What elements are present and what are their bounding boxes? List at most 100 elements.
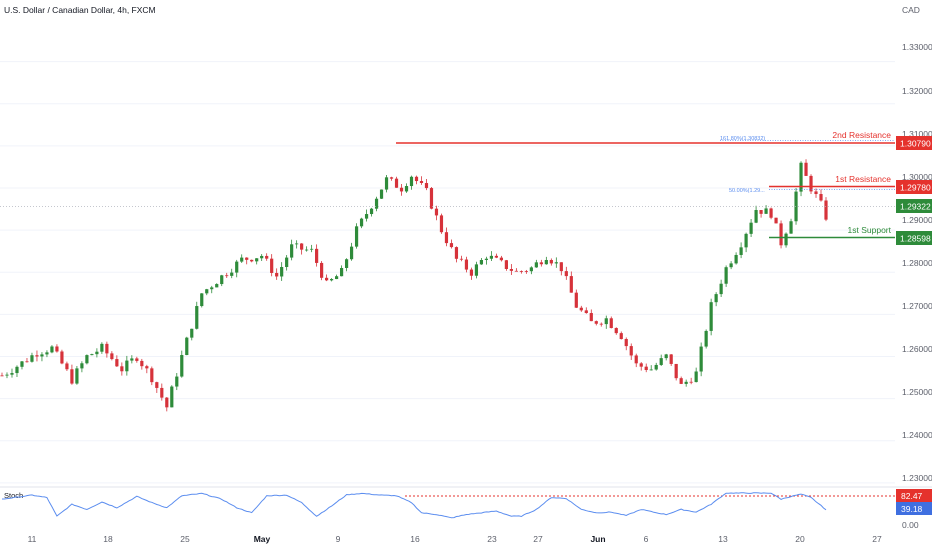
candle-body [519, 271, 523, 272]
time-tick-label: 6 [644, 534, 649, 544]
price-tick-label: 1.29000 [902, 215, 932, 225]
candle-body [20, 361, 24, 367]
price-tick-label: 1.27000 [902, 301, 932, 311]
candle-body [369, 208, 374, 215]
candle-body [40, 354, 44, 357]
candle-body [584, 310, 588, 314]
time-tick-label: 18 [103, 534, 113, 544]
candle-body [604, 318, 608, 325]
candle-body [809, 175, 813, 192]
stoch-title: Stoch [4, 491, 23, 500]
candle-body [469, 269, 474, 276]
first-resistance-tag-bg [896, 180, 932, 194]
candle-body [644, 366, 648, 371]
candle-body [674, 363, 678, 379]
candle-body [250, 259, 254, 262]
candle-body [529, 267, 533, 272]
candle-body [714, 294, 718, 303]
first-resistance-tag: 1.29780 [896, 180, 932, 194]
candle-body [504, 260, 508, 270]
candle-body [739, 247, 743, 255]
current-price-tag-value: 1.29322 [900, 202, 931, 212]
candle-body [225, 275, 229, 277]
candle-body [240, 257, 244, 262]
candle-body [150, 368, 154, 383]
candle-body [220, 275, 224, 285]
candle-body [190, 328, 194, 338]
time-tick-label: 27 [872, 534, 882, 544]
time-tick-label: 16 [410, 534, 420, 544]
candle-body [280, 267, 284, 277]
fib-161-label: 161.80%(1.30832) [720, 136, 765, 142]
candle-body [45, 352, 49, 355]
candle-body [459, 258, 464, 260]
candle-body [794, 191, 798, 222]
candle-body [399, 187, 404, 192]
candle-body [464, 259, 469, 270]
first-support-tag-value: 1.28598 [900, 234, 931, 244]
candle-body [270, 258, 274, 273]
candle-body [135, 358, 139, 361]
candle-body [444, 232, 449, 244]
candle-body [514, 270, 518, 272]
stoch-line [2, 492, 827, 519]
candle-body [509, 269, 513, 271]
first-resistance-tag-value: 1.29780 [900, 183, 931, 193]
candle-body [524, 271, 528, 272]
candle-body [255, 258, 259, 262]
candle-body [349, 246, 354, 260]
candle-body [394, 178, 399, 188]
candle-body [125, 360, 129, 372]
candle-body [90, 354, 94, 356]
time-axis[interactable]: 11 18 25 May 9 16 23 27 Jun 6 13 20 27 [28, 534, 882, 544]
second-resistance-label: 2nd Resistance [832, 130, 891, 140]
current-price-tag: 1.29322 [896, 199, 932, 213]
candle-body [484, 258, 489, 260]
chart-title: U.S. Dollar / Canadian Dollar, 4h, FXCM [4, 5, 156, 15]
price-tick-label: 1.26000 [902, 344, 932, 354]
current-price-tag-bg [896, 199, 932, 213]
candle-body [684, 381, 688, 384]
candle-body [419, 181, 424, 183]
candle-body [814, 191, 818, 195]
time-tick-label: 9 [336, 534, 341, 544]
candle-body [499, 257, 503, 261]
candle-body [824, 200, 828, 220]
candle-body [539, 262, 543, 265]
candle-body [325, 277, 329, 281]
candle-body [215, 284, 219, 288]
second-resistance-tag: 1.30790 [896, 136, 932, 150]
candle-body [195, 306, 199, 329]
time-tick-label: 20 [795, 534, 805, 544]
candle-body [699, 346, 703, 372]
candle-body [589, 313, 593, 322]
candle-body [25, 361, 29, 363]
candle-body [205, 289, 209, 294]
candle-body [5, 374, 9, 376]
candle-body [75, 368, 79, 384]
stoch-pane: Stoch 82.47 39.18 0.00 [2, 489, 932, 530]
candle-body [429, 188, 434, 209]
candle-body [30, 355, 34, 362]
candle-body [160, 387, 164, 398]
candle-body [694, 371, 698, 383]
candle-body [70, 369, 74, 384]
candle-body [624, 339, 628, 347]
candle-body [80, 363, 84, 369]
candle-body [724, 267, 728, 284]
candle-body [265, 255, 269, 259]
candle-body [634, 355, 638, 364]
price-axis[interactable]: 1.33000 1.32000 1.31000 1.30000 1.29000 … [902, 42, 932, 483]
candle-body [384, 177, 389, 190]
candle-body [85, 355, 89, 364]
candle-body [734, 254, 738, 264]
first-support: 1st Support [769, 225, 895, 239]
candle-body [339, 267, 344, 277]
candle-body [764, 208, 768, 214]
candle-body [414, 176, 419, 182]
price-tick-label: 1.33000 [902, 42, 932, 52]
time-tick-label: 11 [28, 534, 37, 544]
first-support-tag-bg [896, 231, 932, 245]
candle-body [609, 318, 613, 329]
price-tick-label: 1.24000 [902, 430, 932, 440]
